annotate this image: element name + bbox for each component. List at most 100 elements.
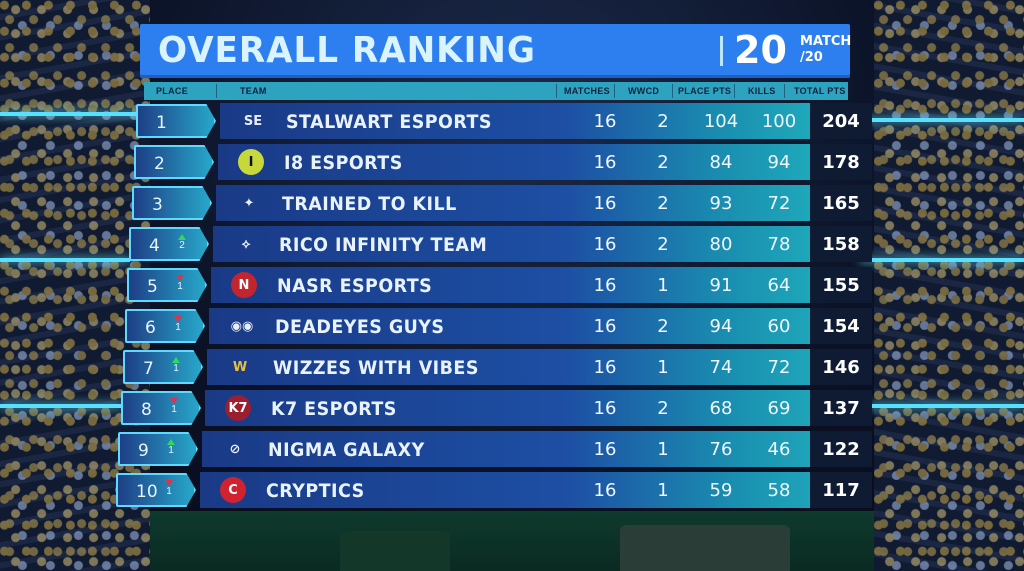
- team-name: I8 ESPORTS: [284, 152, 403, 174]
- stat-kills: 94: [767, 152, 791, 173]
- rank-change: 2: [175, 234, 189, 251]
- arrow-up-icon: [178, 234, 186, 240]
- arena-light-strip: [868, 404, 1024, 408]
- rank-change: 1: [167, 398, 181, 415]
- team-strip: W WIZZES WITH VIBES: [207, 349, 863, 385]
- stalwart-logo-icon: SE: [243, 113, 263, 129]
- stat-wwcd: 2: [657, 152, 669, 173]
- place-badge: 2: [134, 145, 214, 179]
- table-row: 1 SE STALWART ESPORTS 16 2 104 100 204: [136, 102, 872, 140]
- page-title: OVERALL RANKING: [158, 30, 536, 71]
- total-points: 154: [822, 316, 860, 337]
- place-badge: 7 1: [123, 350, 203, 384]
- col-place-pts: PLACE PTS: [678, 86, 732, 96]
- arrow-down-icon: [170, 398, 178, 404]
- place-badge: 3: [132, 186, 212, 220]
- rank-change-value: 1: [171, 404, 177, 415]
- place-badge: 4 2: [129, 227, 209, 261]
- total-points-cell: 155: [810, 267, 872, 303]
- col-total-pts: TOTAL PTS: [794, 86, 846, 96]
- stat-place-pts: 104: [703, 111, 739, 132]
- stat-kills: 78: [767, 234, 791, 255]
- team-name: NIGMA GALAXY: [268, 439, 425, 461]
- team-strip: ◉◉ DEADEYES GUYS: [209, 308, 861, 344]
- stat-matches: 16: [593, 357, 617, 378]
- stat-kills: 72: [767, 193, 791, 214]
- buggy-vehicle: [340, 531, 450, 571]
- deadeyes-logo-icon: ◉◉: [230, 318, 254, 334]
- match-number: 20: [734, 28, 787, 72]
- right-stands: [874, 0, 1024, 571]
- arrow-down-icon: [174, 316, 182, 322]
- arrow-up-icon: [167, 439, 175, 445]
- match-label-top: MATCH: [800, 34, 852, 49]
- stat-kills: 64: [767, 275, 791, 296]
- stat-place-pts: 59: [709, 480, 733, 501]
- total-points: 165: [822, 193, 860, 214]
- stat-matches: 16: [593, 316, 617, 337]
- team-name: WIZZES WITH VIBES: [273, 357, 479, 379]
- table-row: 7 1 W WIZZES WITH VIBES 16 1 74 72 146: [123, 348, 879, 386]
- stat-matches: 16: [593, 193, 617, 214]
- ttk-logo-icon: ✦: [243, 195, 255, 211]
- total-points-cell: 122: [810, 431, 872, 467]
- stat-kills: 100: [761, 111, 797, 132]
- place-number: 4: [149, 236, 160, 256]
- team-name: K7 ESPORTS: [271, 398, 397, 420]
- place-number: 5: [147, 277, 158, 297]
- left-stands: [0, 0, 150, 571]
- place-number: 1: [156, 113, 167, 133]
- cryptics-logo-icon: C: [218, 475, 248, 505]
- stat-place-pts: 91: [709, 275, 733, 296]
- title-bar: OVERALL RANKING 20 MATCH /20: [140, 24, 851, 78]
- stat-matches: 16: [593, 439, 617, 460]
- place-number: 9: [138, 441, 149, 461]
- place-badge: 9 1: [118, 432, 198, 466]
- stat-wwcd: 2: [657, 111, 669, 132]
- rank-change-value: 1: [168, 445, 174, 456]
- place-number: 3: [152, 195, 163, 215]
- total-points: 137: [822, 398, 860, 419]
- table-row: 6 1 ◉◉ DEADEYES GUYS 16 2 94 60 154: [125, 307, 877, 345]
- place-number: 6: [145, 318, 156, 338]
- col-matches: MATCHES: [564, 86, 610, 96]
- stat-matches: 16: [593, 275, 617, 296]
- table-row: 2 I I8 ESPORTS 16 2 84 94 178: [134, 143, 872, 181]
- team-name: CRYPTICS: [266, 480, 365, 502]
- team-strip: C CRYPTICS: [200, 472, 870, 508]
- col-place: PLACE: [156, 86, 189, 96]
- nigma-logo-icon: ⊘: [229, 441, 241, 457]
- rank-change: 1: [169, 357, 183, 374]
- total-points: 158: [822, 234, 860, 255]
- col-wwcd: WWCD: [628, 86, 660, 96]
- rank-change-value: 1: [175, 322, 181, 333]
- rico-logo-icon: ⟡: [241, 236, 251, 252]
- rank-change-value: 2: [179, 240, 185, 251]
- place-badge: 5 1: [127, 268, 207, 302]
- table-row: 8 1 K7 K7 ESPORTS 16 2 68 69 137: [121, 389, 881, 427]
- rank-change: 1: [162, 480, 176, 497]
- jeep-vehicle: [620, 525, 790, 571]
- title-divider: [720, 36, 723, 66]
- total-points: 146: [822, 357, 860, 378]
- total-points-cell: 137: [810, 390, 872, 426]
- stat-kills: 72: [767, 357, 791, 378]
- arrow-down-icon: [176, 275, 184, 281]
- team-name: TRAINED TO KILL: [282, 193, 457, 215]
- rank-change: 1: [164, 439, 178, 456]
- match-label: MATCH /20: [800, 34, 851, 66]
- team-strip: SE STALWART ESPORTS: [220, 103, 850, 139]
- team-strip: K7 K7 ESPORTS: [205, 390, 865, 426]
- stat-wwcd: 2: [657, 193, 669, 214]
- arrow-down-icon: [165, 480, 173, 486]
- total-points: 117: [822, 480, 860, 501]
- team-strip: ✦ TRAINED TO KILL: [216, 185, 854, 221]
- place-badge: 8 1: [121, 391, 201, 425]
- table-row: 9 1 ⊘ NIGMA GALAXY 16 1 76 46 122: [118, 430, 884, 468]
- stat-wwcd: 1: [657, 480, 669, 501]
- match-label-bottom: /20: [800, 50, 823, 65]
- stat-kills: 69: [767, 398, 791, 419]
- arrow-up-icon: [172, 357, 180, 363]
- team-name: NASR ESPORTS: [277, 275, 433, 297]
- rank-change: 1: [173, 275, 187, 292]
